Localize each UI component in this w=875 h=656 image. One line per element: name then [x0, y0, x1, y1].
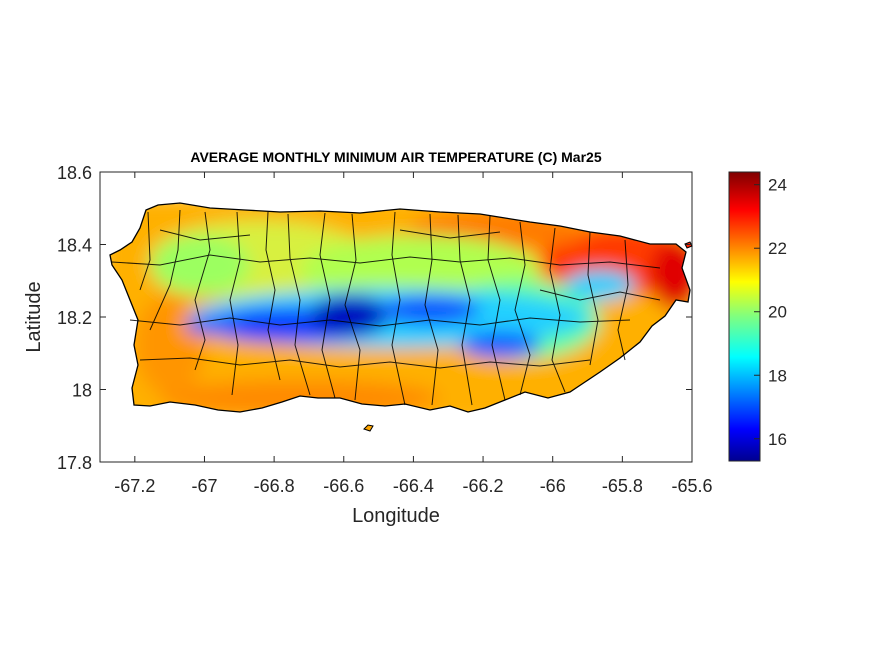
field-warm-sw — [135, 295, 205, 395]
y-axis: 18.6 18.4 18.2 18 17.8 — [57, 163, 692, 473]
x-tick-label: -66 — [540, 476, 566, 496]
y-tick-label: 18.6 — [57, 163, 92, 183]
field-deepblue-core — [310, 295, 390, 335]
chart-title: AVERAGE MONTHLY MINIMUM AIR TEMPERATURE … — [190, 149, 601, 165]
x-tick-label: -66.4 — [393, 476, 434, 496]
colorbar-tick-label: 20 — [768, 303, 787, 322]
field-blue-center — [380, 296, 480, 324]
y-tick-label: 18.2 — [57, 308, 92, 328]
x-tick-label: -66.8 — [254, 476, 295, 496]
municipality-boundaries — [111, 209, 661, 406]
field-green-w — [150, 235, 250, 295]
x-tick-label: -67 — [191, 476, 217, 496]
x-tick-label: -65.6 — [671, 476, 712, 496]
colorbar-tick-label: 22 — [768, 239, 787, 258]
colorbar: 24 22 20 18 16 — [728, 171, 787, 462]
x-tick-label: -66.2 — [463, 476, 504, 496]
y-tick-label: 18.4 — [57, 236, 92, 256]
x-axis: -67.2 -67 -66.8 -66.6 -66.4 -66.2 -66 -65.8 -65.… — [114, 172, 713, 496]
colorbar-tick-label: 18 — [768, 366, 787, 385]
island-outline — [109, 202, 691, 413]
caja-de-muertos-island — [363, 424, 374, 432]
colorbar-ticks: 24 22 20 18 16 — [754, 176, 787, 449]
x-tick-label: -65.8 — [602, 476, 643, 496]
colorbar-tick-label: 16 — [768, 430, 787, 449]
x-axis-label: Longitude — [352, 505, 440, 527]
x-tick-label: -67.2 — [114, 476, 155, 496]
y-tick-label: 18 — [72, 381, 92, 401]
field-blue-east — [460, 331, 540, 359]
y-axis-label: Latitude — [23, 281, 45, 352]
x-tick-label: -66.6 — [323, 476, 364, 496]
colorbar-gradient — [728, 171, 761, 462]
colorbar-tick-label: 24 — [768, 176, 787, 195]
y-tick-label: 17.8 — [57, 453, 92, 473]
